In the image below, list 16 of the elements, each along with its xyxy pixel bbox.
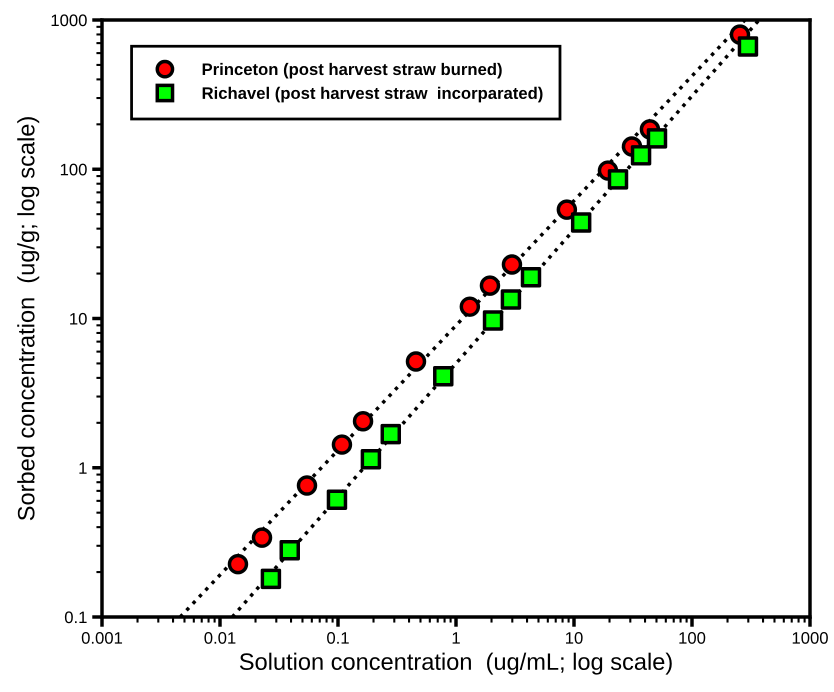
x-axis-title: Solution concentration (ug/mL; log scale) xyxy=(240,652,672,675)
x-tick-label: 10 xyxy=(566,632,583,644)
y-tick-label: 1 xyxy=(79,462,87,474)
y-tick-label: 10 xyxy=(70,312,87,325)
y-tick-label: 1000 xyxy=(52,14,87,26)
x-tick-label: 0.1 xyxy=(327,632,349,644)
x-tick-label: 0.01 xyxy=(204,632,236,644)
y-tick-label: 0.1 xyxy=(64,611,87,624)
x-tick-label: 1000 xyxy=(792,632,828,644)
x-tick-label: 100 xyxy=(679,632,706,644)
y-axis-title: Sorbed concentration (ug/g; log scale) xyxy=(17,117,40,520)
y-tick-label: 100 xyxy=(60,164,87,176)
x-tick-label: 0.001 xyxy=(82,632,122,644)
x-tick-label: 1 xyxy=(452,632,460,644)
legend-label: Princeton (post harvest straw burned) xyxy=(202,62,502,78)
legend-label: Richavel (post harvest straw incorparated) xyxy=(202,86,543,102)
